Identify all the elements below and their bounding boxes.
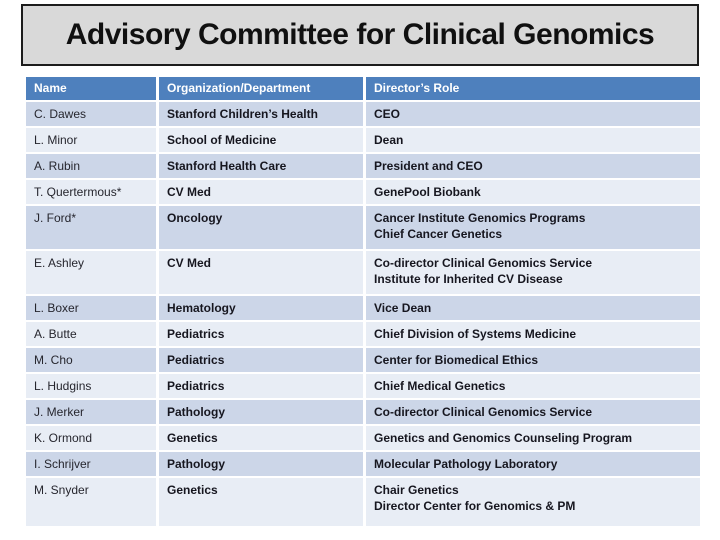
table-row: L. Minor School of Medicine Dean [26,128,700,152]
cell-organization: CV Med [159,180,363,204]
cell-organization: Genetics [159,478,363,526]
cell-role: Co-director Clinical Genomics Service Ins… [366,251,700,294]
cell-organization: Oncology [159,206,363,249]
cell-name: M. Snyder [26,478,156,526]
cell-organization: School of Medicine [159,128,363,152]
slide-title: Advisory Committee for Clinical Genomics [65,18,655,51]
cell-role: Chief Medical Genetics [366,374,700,398]
cell-name: L. Minor [26,128,156,152]
cell-role: Center for Biomedical Ethics [366,348,700,372]
role-line-1: Cancer Institute Genomics Programs [374,211,586,225]
cell-organization: Pediatrics [159,322,363,346]
role-line-1: Molecular Pathology Laboratory [374,457,558,471]
role-line-1: Dean [374,133,404,147]
cell-organization: Stanford Health Care [159,154,363,178]
cell-role: Cancer Institute Genomics Programs Chief … [366,206,700,249]
cell-name: A. Butte [26,322,156,346]
role-line-2: Director Center for Genomics & PM [374,499,576,513]
cell-organization: Pediatrics [159,374,363,398]
role-line-1: Chief Division of Systems Medicine [374,327,577,341]
cell-organization: Pathology [159,400,363,424]
cell-name: J. Merker [26,400,156,424]
role-line-1: Genetics and Genomics Counseling Program [374,431,633,445]
role-line-1: GenePool Biobank [374,185,481,199]
cell-name: J. Ford* [26,206,156,249]
slide-title-box: Advisory Committee for Clinical Genomics [21,4,699,66]
table-row: A. Butte Pediatrics Chief Division of Sy… [26,322,700,346]
role-line-1: President and CEO [374,159,483,173]
cell-role: GenePool Biobank [366,180,700,204]
role-line-1: CEO [374,107,401,121]
table-row: C. Dawes Stanford Children’s Health CEO [26,102,700,126]
cell-name: A. Rubin [26,154,156,178]
table-row: M. Cho Pediatrics Center for Biomedical … [26,348,700,372]
cell-name: C. Dawes [26,102,156,126]
cell-name: K. Ormond [26,426,156,450]
table-row: E. Ashley CV Med Co-director Clinical Ge… [26,251,700,294]
role-line-1: Chair Genetics [374,483,459,497]
table-row: L. Boxer Hematology Vice Dean [26,296,700,320]
cell-role: Chief Division of Systems Medicine [366,322,700,346]
header-cell-role: Director’s Role [366,77,700,100]
cell-role: CEO [366,102,700,126]
header-cell-organization: Organization/Department [159,77,363,100]
role-line-2: Institute for Inherited CV Disease [374,272,563,286]
role-line-1: Center for Biomedical Ethics [374,353,539,367]
cell-organization: CV Med [159,251,363,294]
cell-name: L. Boxer [26,296,156,320]
table-row: M. Snyder Genetics Chair Genetics Directo… [26,478,700,526]
table-row: A. Rubin Stanford Health Care President … [26,154,700,178]
cell-role: Co-director Clinical Genomics Service [366,400,700,424]
table-row: J. Merker Pathology Co-director Clinical… [26,400,700,424]
cell-role: Chair Genetics Director Center for Genomi… [366,478,700,526]
header-cell-name: Name [26,77,156,100]
cell-role: Molecular Pathology Laboratory [366,452,700,476]
table-row: I. Schrijver Pathology Molecular Patholo… [26,452,700,476]
cell-organization: Pathology [159,452,363,476]
cell-organization: Hematology [159,296,363,320]
cell-organization: Pediatrics [159,348,363,372]
table-row: T. Quertermous* CV Med GenePool Biobank [26,180,700,204]
table-row: K. Ormond Genetics Genetics and Genomics… [26,426,700,450]
cell-name: T. Quertermous* [26,180,156,204]
cell-name: I. Schrijver [26,452,156,476]
table-row: L. Hudgins Pediatrics Chief Medical Gene… [26,374,700,398]
cell-role: Dean [366,128,700,152]
table-header-row: Name Organization/Department Director’s … [26,77,700,100]
cell-name: E. Ashley [26,251,156,294]
role-line-1: Vice Dean [374,301,432,315]
cell-role: President and CEO [366,154,700,178]
cell-role: Genetics and Genomics Counseling Program [366,426,700,450]
role-line-1: Co-director Clinical Genomics Service [374,405,593,419]
role-line-2: Chief Cancer Genetics [374,227,503,241]
cell-role: Vice Dean [366,296,700,320]
table-row: J. Ford* Oncology Cancer Institute Genom… [26,206,700,249]
cell-name: L. Hudgins [26,374,156,398]
cell-name: M. Cho [26,348,156,372]
cell-organization: Genetics [159,426,363,450]
cell-organization: Stanford Children’s Health [159,102,363,126]
role-line-1: Chief Medical Genetics [374,379,506,393]
role-line-1: Co-director Clinical Genomics Service [374,256,593,270]
committee-table: Name Organization/Department Director’s … [26,77,700,526]
